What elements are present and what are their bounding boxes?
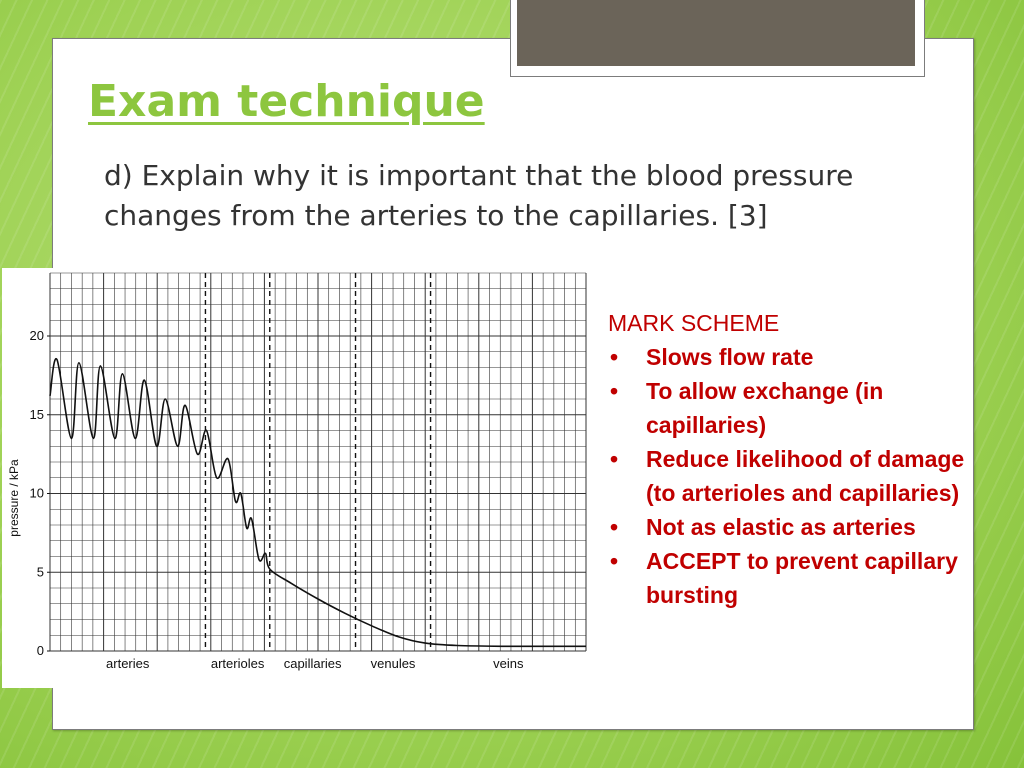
bullet-icon: •	[610, 446, 619, 472]
mark-scheme-list: • Slows flow rate • To allow exchange (in …	[608, 340, 968, 612]
region-label: arterioles	[211, 656, 265, 671]
y-axis-label: pressure / kPa	[7, 459, 21, 537]
bullet-icon: •	[610, 344, 619, 370]
mark-scheme-item: • Not as elastic as arteries	[608, 510, 968, 544]
y-tick-label: 5	[37, 564, 44, 579]
mark-scheme-item: • Slows flow rate	[608, 340, 968, 374]
mark-scheme: MARK SCHEME • Slows flow rate • To allow e…	[608, 306, 968, 612]
region-label: arteries	[106, 656, 150, 671]
mark-scheme-item: • Reduce likelihood of damage (to arterio…	[608, 442, 968, 510]
region-label: venules	[371, 656, 416, 671]
chart-svg: 0 5 10 15 20 arteries arterioles capillaries ve…	[7, 272, 587, 671]
slide-title: Exam technique	[88, 76, 485, 127]
mark-scheme-heading: MARK SCHEME	[608, 310, 780, 336]
y-tick-label: 20	[30, 328, 44, 343]
question-text: d) Explain why it is important that the …	[104, 159, 854, 232]
region-label: capillaries	[284, 656, 342, 671]
bullet-icon: •	[610, 378, 619, 404]
blood-pressure-chart: 0 5 10 15 20 arteries arterioles capillaries ve…	[2, 268, 608, 688]
y-tick-label: 0	[37, 643, 44, 658]
bullet-icon: •	[610, 514, 619, 540]
mark-scheme-item: • To allow exchange (in capillaries)	[608, 374, 968, 442]
region-label: veins	[493, 656, 524, 671]
y-tick-label: 10	[30, 486, 44, 501]
mark-scheme-item: • ACCEPT to prevent capillary bursting	[608, 544, 968, 612]
bullet-icon: •	[610, 548, 619, 574]
series-line-pressure	[49, 358, 587, 648]
decorative-tab	[517, 0, 915, 66]
y-tick-label: 15	[30, 407, 44, 422]
